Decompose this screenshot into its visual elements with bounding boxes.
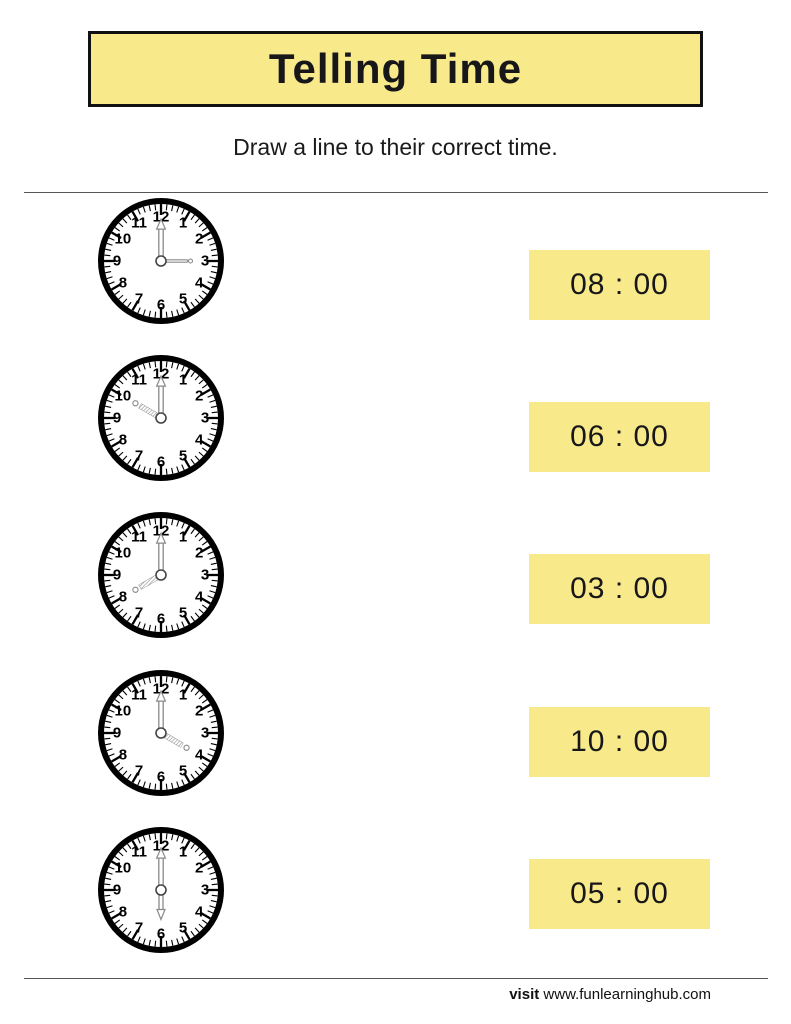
svg-text:5: 5	[179, 919, 187, 936]
svg-text:1: 1	[179, 686, 187, 703]
svg-text:5: 5	[179, 291, 187, 308]
svg-text:8: 8	[119, 746, 127, 763]
svg-text:8: 8	[119, 903, 127, 920]
svg-text:10: 10	[114, 388, 131, 405]
svg-text:7: 7	[135, 919, 143, 936]
svg-text:1: 1	[179, 372, 187, 389]
svg-text:6: 6	[157, 454, 165, 471]
svg-text:6: 6	[157, 611, 165, 628]
svg-text:11: 11	[131, 686, 147, 703]
svg-text:10: 10	[114, 859, 131, 876]
svg-text:8: 8	[119, 275, 127, 292]
svg-text:2: 2	[195, 702, 203, 719]
svg-text:2: 2	[195, 545, 203, 562]
svg-text:1: 1	[179, 214, 187, 231]
svg-text:11: 11	[131, 372, 147, 389]
svg-text:7: 7	[135, 762, 143, 779]
svg-text:2: 2	[195, 388, 203, 405]
svg-text:6: 6	[157, 297, 165, 314]
svg-text:4: 4	[195, 432, 204, 449]
svg-text:9: 9	[113, 567, 121, 584]
svg-text:5: 5	[179, 448, 187, 465]
svg-text:10: 10	[114, 545, 131, 562]
svg-text:6: 6	[157, 925, 165, 942]
svg-text:6: 6	[157, 768, 165, 785]
svg-text:1: 1	[179, 843, 187, 860]
svg-text:3: 3	[201, 567, 209, 584]
svg-text:2: 2	[195, 231, 203, 248]
svg-text:3: 3	[201, 253, 209, 270]
svg-text:7: 7	[135, 605, 143, 622]
svg-text:10: 10	[114, 702, 131, 719]
svg-text:8: 8	[119, 432, 127, 449]
svg-text:9: 9	[113, 410, 121, 427]
svg-text:11: 11	[131, 214, 147, 231]
svg-text:4: 4	[195, 589, 204, 606]
svg-text:7: 7	[135, 291, 143, 308]
svg-text:7: 7	[135, 448, 143, 465]
svg-text:2: 2	[195, 859, 203, 876]
svg-text:8: 8	[119, 589, 127, 606]
svg-text:9: 9	[113, 881, 121, 898]
svg-text:9: 9	[113, 724, 121, 741]
svg-text:3: 3	[201, 881, 209, 898]
svg-text:11: 11	[131, 529, 147, 546]
svg-text:3: 3	[201, 724, 209, 741]
svg-text:11: 11	[131, 843, 147, 860]
svg-text:4: 4	[195, 746, 204, 763]
svg-text:5: 5	[179, 762, 187, 779]
svg-text:3: 3	[201, 410, 209, 427]
svg-text:10: 10	[114, 231, 131, 248]
svg-text:4: 4	[195, 275, 204, 292]
svg-text:5: 5	[179, 605, 187, 622]
svg-text:9: 9	[113, 253, 121, 270]
svg-text:1: 1	[179, 529, 187, 546]
svg-text:4: 4	[195, 903, 204, 920]
